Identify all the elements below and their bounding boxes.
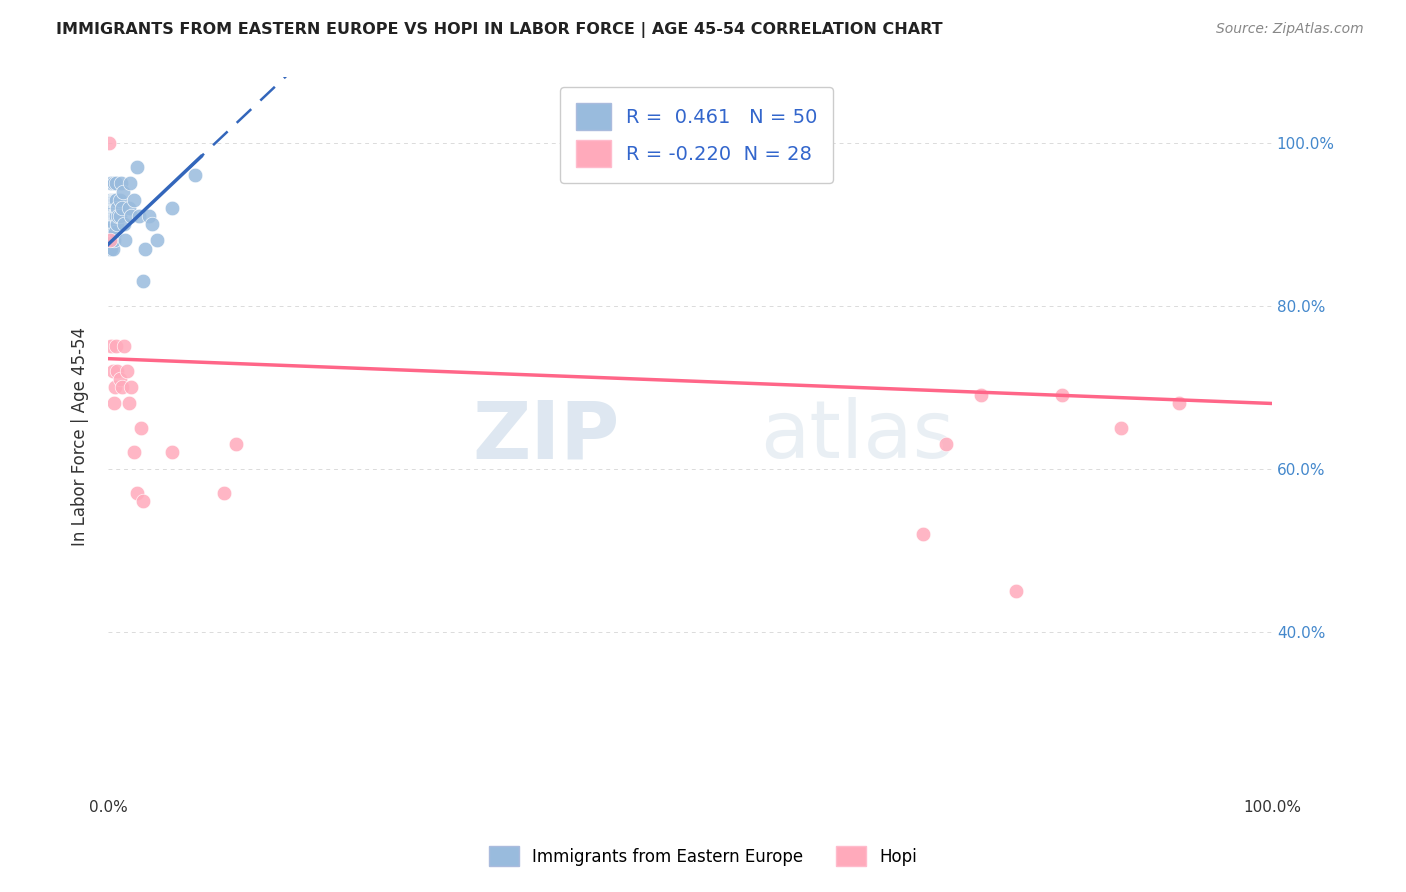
Point: [101, 364, 124, 378]
Point: [98, 217, 121, 231]
Point: [103, 396, 125, 410]
Point: [103, 177, 125, 191]
Point: [101, 209, 124, 223]
Point: [98, 217, 121, 231]
Point: [120, 380, 142, 394]
Point: [104, 193, 127, 207]
Point: [101, 242, 124, 256]
Point: [100, 225, 122, 239]
Point: [104, 209, 127, 223]
Point: [100, 242, 122, 256]
Point: [225, 437, 247, 451]
Point: [110, 177, 132, 191]
Point: [101, 225, 124, 239]
Point: [120, 209, 142, 223]
Point: [98, 234, 121, 248]
Point: [100, 177, 122, 191]
Point: [100, 193, 122, 207]
Text: Source: ZipAtlas.com: Source: ZipAtlas.com: [1216, 22, 1364, 37]
Text: ZIP: ZIP: [472, 397, 620, 475]
Point: [118, 201, 141, 215]
Point: [105, 217, 128, 231]
Point: [105, 209, 128, 223]
Point: [100, 209, 122, 223]
Point: [108, 209, 131, 223]
Point: [105, 201, 128, 215]
Point: [103, 217, 125, 231]
Point: [98, 201, 121, 215]
Point: [105, 364, 128, 378]
Point: [935, 437, 957, 451]
Point: [98, 242, 121, 256]
Point: [122, 445, 145, 459]
Y-axis label: In Labor Force | Age 45-54: In Labor Force | Age 45-54: [72, 326, 89, 546]
Point: [120, 177, 142, 191]
Point: [1005, 583, 1028, 598]
Point: [114, 234, 136, 248]
Point: [107, 209, 129, 223]
Point: [98, 242, 121, 256]
Point: [141, 217, 163, 231]
Point: [129, 421, 152, 435]
Point: [115, 364, 138, 378]
Point: [146, 234, 169, 248]
Point: [128, 209, 150, 223]
Point: [111, 380, 134, 394]
Point: [214, 486, 236, 500]
Point: [105, 339, 128, 353]
Point: [122, 193, 145, 207]
Point: [160, 201, 183, 215]
Point: [160, 445, 183, 459]
Point: [103, 234, 125, 248]
Point: [138, 209, 160, 223]
Point: [112, 185, 135, 199]
Point: [118, 396, 141, 410]
Point: [112, 217, 135, 231]
Legend: R =  0.461   N = 50, R = -0.220  N = 28: R = 0.461 N = 50, R = -0.220 N = 28: [560, 87, 832, 183]
Point: [127, 160, 149, 174]
Point: [98, 136, 121, 150]
Point: [111, 201, 134, 215]
Point: [112, 339, 135, 353]
Point: [132, 274, 155, 288]
Point: [103, 209, 125, 223]
Point: [184, 168, 207, 182]
Text: IMMIGRANTS FROM EASTERN EUROPE VS HOPI IN LABOR FORCE | AGE 45-54 CORRELATION CH: IMMIGRANTS FROM EASTERN EUROPE VS HOPI I…: [56, 22, 943, 38]
Point: [103, 193, 125, 207]
Point: [105, 193, 128, 207]
Point: [134, 242, 156, 256]
Point: [1052, 388, 1074, 402]
Point: [104, 380, 127, 394]
Point: [1167, 396, 1189, 410]
Point: [1109, 421, 1132, 435]
Point: [100, 339, 122, 353]
Point: [108, 193, 131, 207]
Point: [911, 527, 934, 541]
Text: atlas: atlas: [759, 397, 955, 475]
Point: [105, 177, 128, 191]
Point: [98, 234, 121, 248]
Point: [132, 494, 155, 508]
Point: [108, 372, 131, 386]
Point: [104, 225, 127, 239]
Legend: Immigrants from Eastern Europe, Hopi: Immigrants from Eastern Europe, Hopi: [481, 838, 925, 875]
Point: [101, 193, 124, 207]
Point: [127, 486, 149, 500]
Point: [98, 234, 121, 248]
Point: [970, 388, 993, 402]
